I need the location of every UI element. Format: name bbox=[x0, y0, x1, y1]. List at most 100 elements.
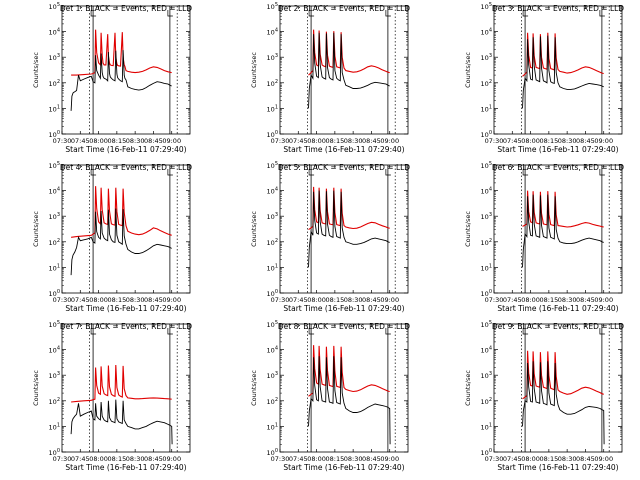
y-tick-label: 104 bbox=[49, 28, 60, 37]
y-tick-label: 101 bbox=[267, 104, 278, 113]
x-tick-label: 08:00 bbox=[89, 137, 108, 145]
y-tick-label: 105 bbox=[49, 2, 60, 11]
plot-title: Det 1: BLACK = Events, RED = LLD bbox=[60, 4, 192, 13]
y-tick-label: 104 bbox=[267, 346, 278, 355]
x-tick-label: 08:00 bbox=[521, 296, 540, 304]
y-tick-label: 101 bbox=[481, 422, 492, 431]
x-tick-label: 07:45 bbox=[71, 296, 90, 304]
x-axis-label: Start Time (16-Feb-11 07:29:40) bbox=[65, 463, 186, 472]
events-series-line bbox=[70, 399, 173, 445]
y-tick-label: 105 bbox=[267, 161, 278, 170]
x-tick-label: 07:30 bbox=[53, 137, 72, 145]
x-tick-label: 08:30 bbox=[344, 137, 363, 145]
events-series-line bbox=[308, 356, 391, 445]
y-axis-label: Counts/sec bbox=[32, 211, 40, 247]
x-axis-label: Start Time (16-Feb-11 07:29:40) bbox=[497, 463, 618, 472]
x-tick-label: 08:00 bbox=[307, 296, 326, 304]
y-tick-label: 102 bbox=[49, 238, 60, 247]
y-tick-label: 100 bbox=[267, 289, 278, 298]
lld-series-line bbox=[71, 364, 172, 403]
y-tick-label: 102 bbox=[267, 397, 278, 406]
x-tick-label: 08:15 bbox=[325, 296, 344, 304]
y-tick-label: 104 bbox=[481, 187, 492, 196]
x-tick-label: 08:45 bbox=[576, 137, 595, 145]
detector-plot-4: Det 4: BLACK = Events, RED = LLD 07:30 07:… bbox=[32, 161, 192, 313]
lld-series-line bbox=[522, 190, 604, 228]
x-tick-label: 08:45 bbox=[362, 137, 381, 145]
x-tick-label: 08:30 bbox=[126, 455, 145, 463]
plot-frame bbox=[493, 164, 623, 294]
x-tick-label: 08:00 bbox=[89, 296, 108, 304]
y-tick-label: 102 bbox=[49, 397, 60, 406]
x-tick-label: 07:30 bbox=[53, 455, 72, 463]
y-tick-label: 101 bbox=[267, 422, 278, 431]
plot-title: Det 5: BLACK = Events, RED = LLD bbox=[278, 163, 410, 172]
x-tick-label: 08:45 bbox=[576, 455, 595, 463]
y-tick-label: 102 bbox=[267, 238, 278, 247]
x-tick-label: 08:30 bbox=[558, 455, 577, 463]
y-tick-label: 104 bbox=[49, 187, 60, 196]
plot-frame bbox=[61, 5, 191, 135]
vertical-marker-bracket bbox=[599, 10, 605, 17]
x-tick-label: 08:00 bbox=[89, 455, 108, 463]
x-tick-label: 07:45 bbox=[71, 455, 90, 463]
y-tick-label: 104 bbox=[267, 187, 278, 196]
y-axis-label: Counts/sec bbox=[464, 52, 472, 88]
y-tick-label: 103 bbox=[481, 371, 492, 380]
y-tick-label: 100 bbox=[481, 289, 492, 298]
detector-plot-8: Det 8: BLACK = Events, RED = LLD 07:30 07:… bbox=[250, 320, 410, 472]
y-tick-label: 102 bbox=[481, 238, 492, 247]
x-tick-label: 08:15 bbox=[325, 455, 344, 463]
detector-plot-6: Det 6: BLACK = Events, RED = LLD 07:30 07:… bbox=[464, 161, 624, 313]
y-tick-label: 101 bbox=[267, 263, 278, 272]
vertical-marker-bracket bbox=[308, 169, 315, 176]
plot-title: Det 4: BLACK = Events, RED = LLD bbox=[60, 163, 192, 172]
vertical-marker-bracket bbox=[167, 169, 173, 176]
x-tick-label: 07:30 bbox=[485, 296, 504, 304]
x-tick-label: 08:15 bbox=[107, 296, 126, 304]
x-tick-label: 07:30 bbox=[53, 296, 72, 304]
x-tick-label: 09:00 bbox=[380, 455, 399, 463]
plot-frame bbox=[61, 164, 191, 294]
y-tick-label: 105 bbox=[49, 161, 60, 170]
vertical-marker-bracket bbox=[90, 169, 97, 176]
x-tick-label: 08:15 bbox=[539, 296, 558, 304]
lld-series-line bbox=[71, 29, 172, 76]
x-tick-label: 08:15 bbox=[539, 455, 558, 463]
x-tick-label: 08:30 bbox=[558, 137, 577, 145]
y-tick-label: 103 bbox=[267, 212, 278, 221]
y-tick-label: 103 bbox=[481, 212, 492, 221]
y-tick-label: 100 bbox=[49, 130, 60, 139]
y-tick-label: 100 bbox=[481, 448, 492, 457]
y-tick-label: 100 bbox=[49, 448, 60, 457]
plot-title: Det 7: BLACK = Events, RED = LLD bbox=[60, 322, 192, 331]
vertical-marker-bracket bbox=[90, 328, 97, 335]
y-tick-label: 103 bbox=[267, 371, 278, 380]
vertical-marker-bracket bbox=[599, 169, 605, 176]
vertical-marker-bracket bbox=[167, 10, 173, 17]
x-tick-label: 08:45 bbox=[144, 296, 163, 304]
y-tick-label: 101 bbox=[49, 104, 60, 113]
events-series-line bbox=[522, 361, 605, 445]
lld-series-line bbox=[71, 186, 172, 238]
y-axis-label: Counts/sec bbox=[32, 52, 40, 88]
y-tick-label: 100 bbox=[267, 130, 278, 139]
x-tick-label: 09:00 bbox=[380, 296, 399, 304]
x-tick-label: 07:45 bbox=[503, 455, 522, 463]
y-tick-label: 102 bbox=[481, 79, 492, 88]
y-tick-label: 103 bbox=[49, 212, 60, 221]
x-tick-label: 09:00 bbox=[380, 137, 399, 145]
y-tick-label: 105 bbox=[481, 161, 492, 170]
y-axis-label: Counts/sec bbox=[250, 211, 258, 247]
detector-plot-2: Det 2: BLACK = Events, RED = LLD 07:30 07:… bbox=[250, 2, 410, 154]
y-tick-label: 102 bbox=[267, 79, 278, 88]
plot-frame bbox=[61, 323, 191, 453]
events-series-line bbox=[308, 190, 390, 268]
y-tick-label: 104 bbox=[49, 346, 60, 355]
events-series-line bbox=[308, 32, 390, 109]
plot-title: Det 2: BLACK = Events, RED = LLD bbox=[278, 4, 410, 13]
x-tick-label: 07:45 bbox=[289, 455, 308, 463]
y-tick-label: 105 bbox=[267, 320, 278, 329]
vertical-marker-bracket bbox=[385, 169, 391, 176]
x-tick-label: 09:00 bbox=[162, 296, 181, 304]
